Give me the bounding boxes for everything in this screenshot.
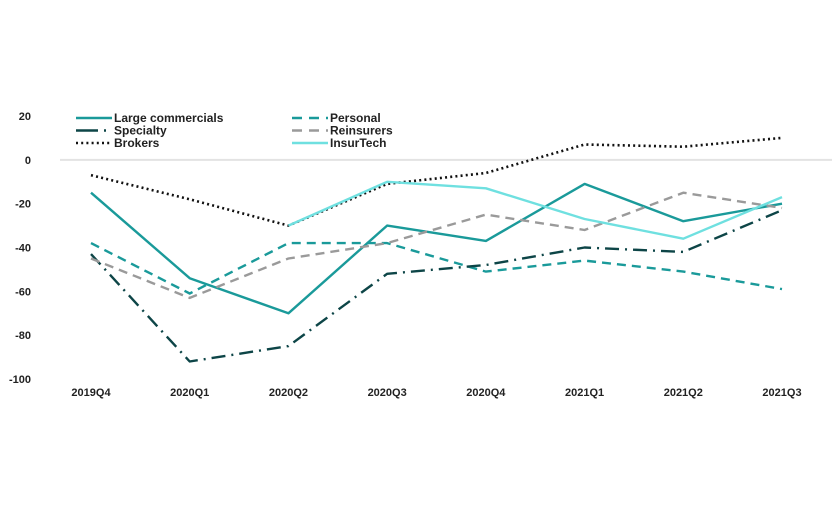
legend-item: Reinsurers: [292, 124, 393, 138]
series-line-personal: [90, 241, 783, 295]
y-tick-label: 20: [19, 111, 31, 123]
legend-label: Specialty: [114, 124, 167, 138]
series-line-insurtech: [287, 180, 783, 240]
series-lines: [90, 136, 783, 363]
legend-item: InsurTech: [292, 136, 386, 150]
series-line-brokers: [90, 136, 783, 227]
x-tick-label: 2021Q3: [762, 387, 801, 399]
y-tick-label: -80: [15, 330, 31, 342]
y-tick-label: 0: [25, 155, 31, 167]
legend-item: Personal: [292, 111, 381, 125]
legend-label: Large commercials: [114, 111, 224, 125]
legend-label: InsurTech: [330, 136, 386, 150]
legend-item: Brokers: [76, 136, 160, 150]
series-line-large-commercials: [90, 182, 783, 315]
x-tick-label: 2020Q4: [466, 387, 506, 399]
y-tick-label: -40: [15, 243, 31, 255]
legend-label: Personal: [330, 111, 381, 125]
legend-item: Specialty: [76, 124, 167, 138]
y-tick-label: -100: [9, 374, 31, 386]
legend-label: Reinsurers: [330, 124, 393, 138]
series-line-specialty: [90, 209, 783, 363]
y-axis: 20 0 -20 -40 -60 -80 -100: [9, 111, 31, 386]
x-tick-label: 2020Q1: [170, 387, 209, 399]
legend-label: Brokers: [114, 136, 160, 150]
x-tick-label: 2020Q3: [368, 387, 407, 399]
y-tick-label: -60: [15, 286, 31, 298]
x-tick-label: 2021Q1: [565, 387, 604, 399]
x-tick-label: 2020Q2: [269, 387, 308, 399]
legend-item: Large commercials: [76, 111, 224, 125]
x-tick-label: 2021Q2: [664, 387, 703, 399]
x-tick-label: 2019Q4: [71, 387, 111, 399]
series-line-reinsurers: [90, 191, 783, 300]
y-tick-label: -20: [15, 199, 31, 211]
x-axis: 2019Q4 2020Q1 2020Q2 2020Q3 2020Q4 2021Q1 2021…: [71, 387, 801, 399]
